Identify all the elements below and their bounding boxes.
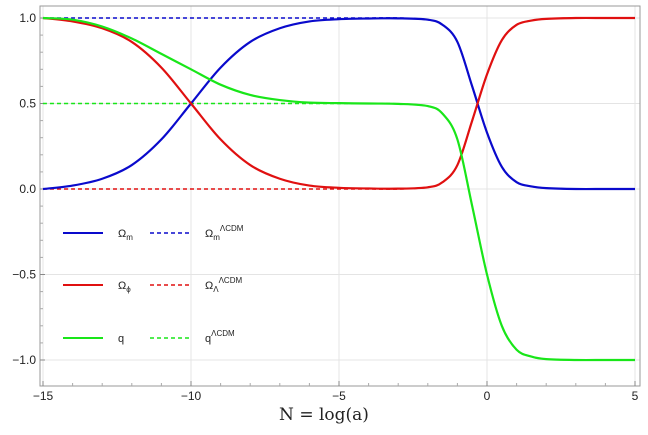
plot-frame — [39, 5, 641, 387]
x-tick-label: 0 — [484, 389, 491, 403]
y-tick-label: −1.0 — [12, 353, 36, 367]
legend-label-3: Ωϕ — [118, 280, 131, 294]
x-tick-label: 5 — [632, 389, 639, 403]
grid — [40, 6, 640, 386]
legend-label-5: q — [118, 333, 124, 345]
x-axis-ticks: −15 −10 −5 0 5 — [33, 381, 639, 403]
x-tick-label: −10 — [181, 389, 202, 403]
series-line-5 — [42, 16, 635, 362]
y-tick-label: 0.5 — [19, 97, 36, 111]
legend-label-4: ΩΛΛCDM — [205, 276, 242, 294]
y-tick-label: −0.5 — [12, 268, 36, 282]
legend-label-6: qΛCDM — [205, 329, 235, 345]
plot-border — [39, 5, 641, 387]
x-axis-label: N = log(a) — [279, 405, 369, 425]
y-axis-ticks: 1.0 0.5 0.0 −0.5 −1.0 — [12, 11, 45, 367]
legend: Ωm ΩmΛCDM Ωϕ ΩΛΛCDM q qΛCDM — [63, 224, 244, 345]
y-tick-label: 1.0 — [19, 11, 36, 25]
y-tick-label: 0.0 — [19, 182, 36, 196]
series-lines — [42, 16, 635, 362]
x-tick-label: −15 — [33, 389, 54, 403]
series-line-1 — [42, 17, 635, 191]
legend-label-2: ΩmΛCDM — [205, 224, 244, 242]
x-tick-label: −5 — [332, 389, 346, 403]
legend-label-1: Ωm — [118, 228, 133, 242]
series-line-3 — [42, 16, 635, 190]
